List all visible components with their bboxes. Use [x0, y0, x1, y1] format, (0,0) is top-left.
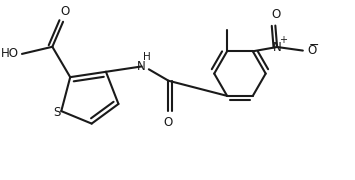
Text: H: H	[143, 52, 151, 62]
Text: HO: HO	[1, 47, 19, 60]
Text: N: N	[273, 40, 282, 53]
Text: N: N	[137, 60, 146, 73]
Text: O: O	[60, 5, 70, 18]
Text: O: O	[307, 44, 316, 57]
Text: O: O	[164, 116, 173, 129]
Text: O: O	[272, 8, 281, 21]
Text: +: +	[279, 35, 287, 45]
Text: −: −	[308, 39, 319, 52]
Text: S: S	[53, 106, 61, 119]
